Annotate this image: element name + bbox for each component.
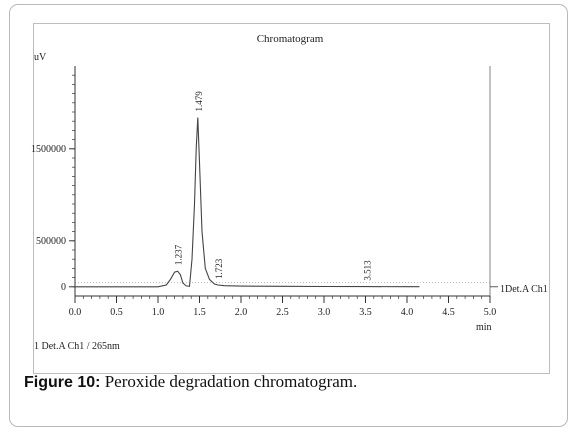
x-tick-label: 0.0 xyxy=(69,307,82,318)
peak-label: 3.513 xyxy=(363,260,373,281)
figure-caption: Figure 10: Peroxide degradation chromato… xyxy=(24,372,357,392)
caption-text: Peroxide degradation chromatogram. xyxy=(100,372,358,391)
x-tick-label: 4.5 xyxy=(442,307,455,318)
chart-title: Chromatogram xyxy=(257,33,324,45)
series-line xyxy=(75,117,420,288)
x-axis-label: min xyxy=(476,322,492,333)
peak-label: 1.237 xyxy=(174,244,184,265)
x-tick-label: 0.5 xyxy=(110,307,123,318)
peak-label: 1.479 xyxy=(194,91,204,112)
figure-label: Figure 10: xyxy=(24,374,101,391)
figure-frame xyxy=(9,4,568,427)
channel-label: 1Det.A Ch1 xyxy=(500,284,548,295)
marks-group: 1.237 1.479 1.723 3.513 xyxy=(75,91,498,288)
axes-group: 0 500000 1500000 0.0 0.5 1.0 1.5 2.0 2.5 3.0 3.5 4.… xyxy=(31,66,496,318)
x-tick-label: 1.0 xyxy=(152,307,165,318)
x-tick-label: 3.5 xyxy=(359,307,372,318)
x-tick-label: 4.0 xyxy=(401,307,414,318)
x-tick-label: 2.0 xyxy=(235,307,248,318)
detector-note: 1 Det.A Ch1 / 265nm xyxy=(34,341,120,352)
y-tick-label: 500000 xyxy=(36,236,66,247)
chart-panel xyxy=(33,23,550,374)
x-tick-label: 3.0 xyxy=(318,307,331,318)
y-tick-label: 1500000 xyxy=(31,144,66,155)
y-tick-label: 0 xyxy=(61,282,66,293)
x-tick-label: 1.5 xyxy=(193,307,206,318)
x-tick-label: 2.5 xyxy=(276,307,289,318)
x-tick-label: 5.0 xyxy=(484,307,497,318)
peak-label: 1.723 xyxy=(214,258,224,279)
y-axis-label: uV xyxy=(34,52,47,63)
